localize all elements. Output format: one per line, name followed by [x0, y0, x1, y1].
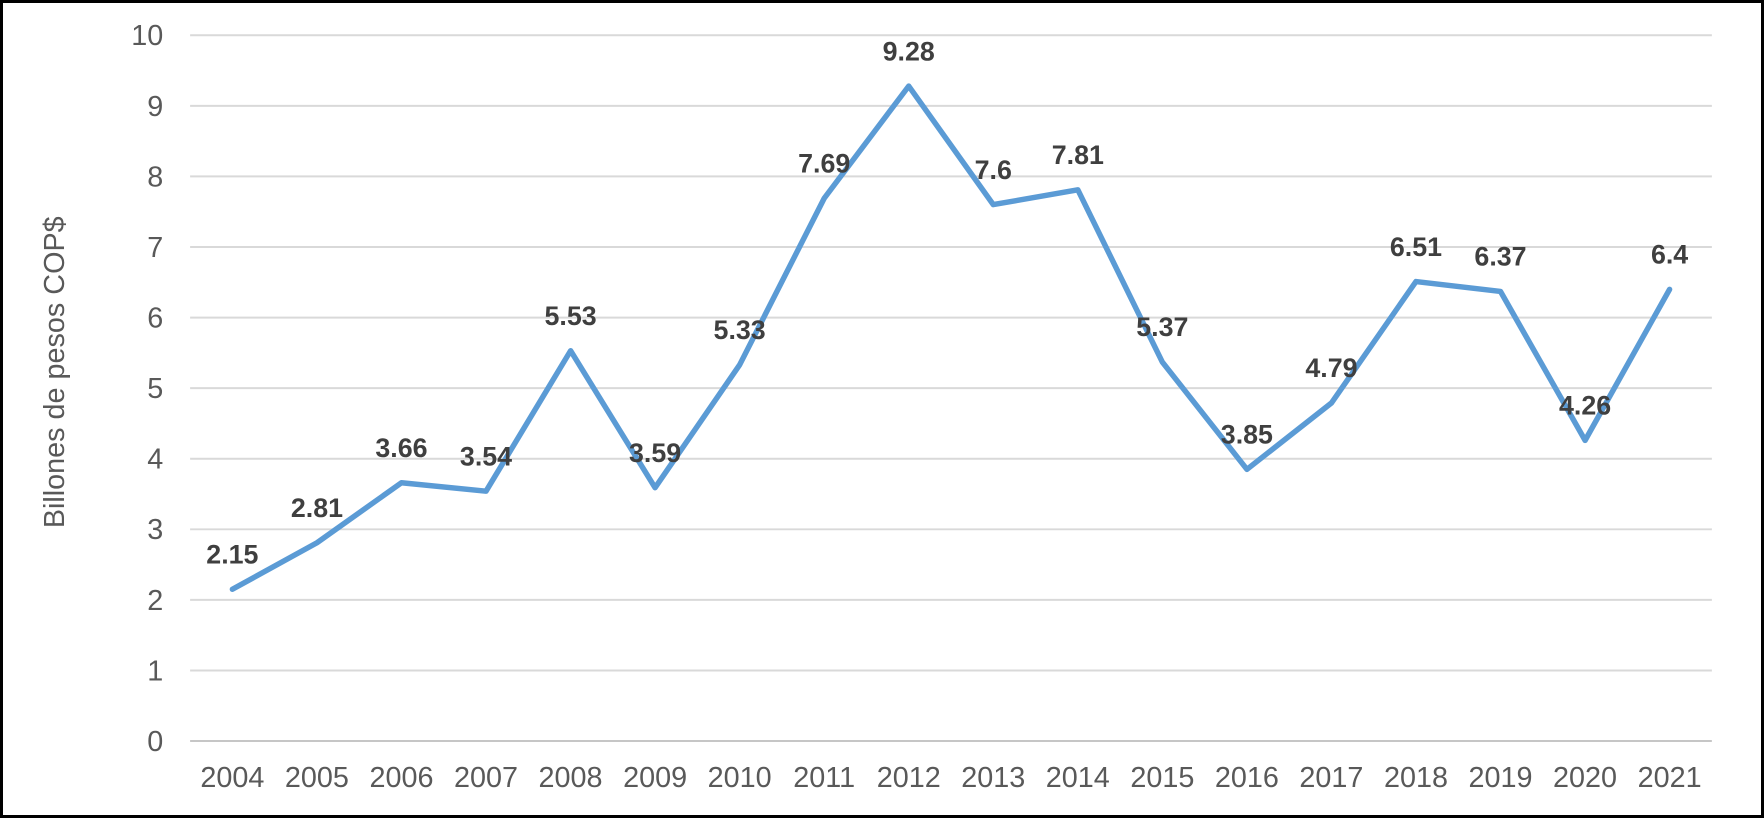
- y-tick-label: 6: [147, 303, 163, 335]
- x-tick-label: 2008: [539, 762, 603, 794]
- axis-labels-layer: 0 1 2 3 4 5 6 7 8 9 10 2004 2005 2006 2007 2008 2009 2010…: [131, 20, 1701, 794]
- data-label: 7.81: [1052, 140, 1104, 170]
- data-labels-layer: 2.15 2.81 3.66 3.54 5.53 3.59 5.33 7.69 9.28 7.6 7…: [206, 36, 1688, 569]
- x-tick-label: 2010: [708, 762, 772, 794]
- x-tick-label: 2013: [961, 762, 1025, 794]
- x-tick-label: 2011: [793, 762, 855, 794]
- data-label: 6.37: [1474, 242, 1526, 272]
- x-tick-label: 2019: [1469, 762, 1533, 794]
- x-tick-label: 2014: [1046, 762, 1110, 794]
- x-tick-label: 2005: [285, 762, 349, 794]
- series-line: [229, 83, 1673, 592]
- data-label: 4.79: [1305, 353, 1357, 383]
- y-tick-label: 10: [131, 20, 163, 52]
- data-label: 3.85: [1221, 420, 1273, 450]
- x-tick-label: 2021: [1638, 762, 1702, 794]
- y-tick-label: 3: [147, 514, 163, 546]
- data-label: 7.6: [975, 155, 1012, 185]
- data-label: 7.69: [798, 148, 850, 178]
- line-chart: 0 1 2 3 4 5 6 7 8 9 10 2004 2005 2006 2007 2008 2009 2010…: [39, 20, 1712, 794]
- gridlines-layer: [190, 34, 1712, 743]
- y-tick-label: 4: [147, 444, 163, 476]
- x-tick-label: 2015: [1130, 762, 1194, 794]
- data-label: 2.15: [206, 539, 258, 569]
- y-tick-label: 8: [147, 161, 163, 193]
- data-label: 3.54: [460, 441, 512, 471]
- data-label: 5.37: [1136, 312, 1188, 342]
- data-label: 4.26: [1559, 391, 1611, 421]
- y-tick-label: 1: [147, 655, 163, 687]
- data-label: 3.59: [629, 438, 681, 468]
- x-tick-label: 2018: [1384, 762, 1448, 794]
- data-label: 3.66: [375, 433, 427, 463]
- y-tick-label: 9: [147, 91, 163, 123]
- data-label: 6.4: [1651, 240, 1688, 270]
- data-series-layer: [229, 83, 1673, 592]
- data-label: 2.81: [291, 493, 343, 523]
- x-tick-label: 2007: [454, 762, 518, 794]
- x-tick-label: 2009: [623, 762, 687, 794]
- x-tick-label: 2006: [369, 762, 433, 794]
- x-tick-label: 2016: [1215, 762, 1279, 794]
- y-tick-label: 7: [147, 232, 163, 264]
- x-tick-label: 2012: [877, 762, 941, 794]
- x-tick-label: 2004: [200, 762, 264, 794]
- y-tick-label: 0: [147, 726, 163, 758]
- data-label: 5.53: [544, 301, 596, 331]
- y-tick-label: 2: [147, 585, 163, 617]
- x-tick-label: 2017: [1299, 762, 1363, 794]
- data-label: 9.28: [883, 36, 935, 66]
- y-axis-title: Billones de pesos COP$: [39, 216, 71, 528]
- x-tick-label: 2020: [1553, 762, 1617, 794]
- y-tick-label: 5: [147, 373, 163, 405]
- data-label: 6.51: [1390, 232, 1442, 262]
- data-label: 5.33: [714, 315, 766, 345]
